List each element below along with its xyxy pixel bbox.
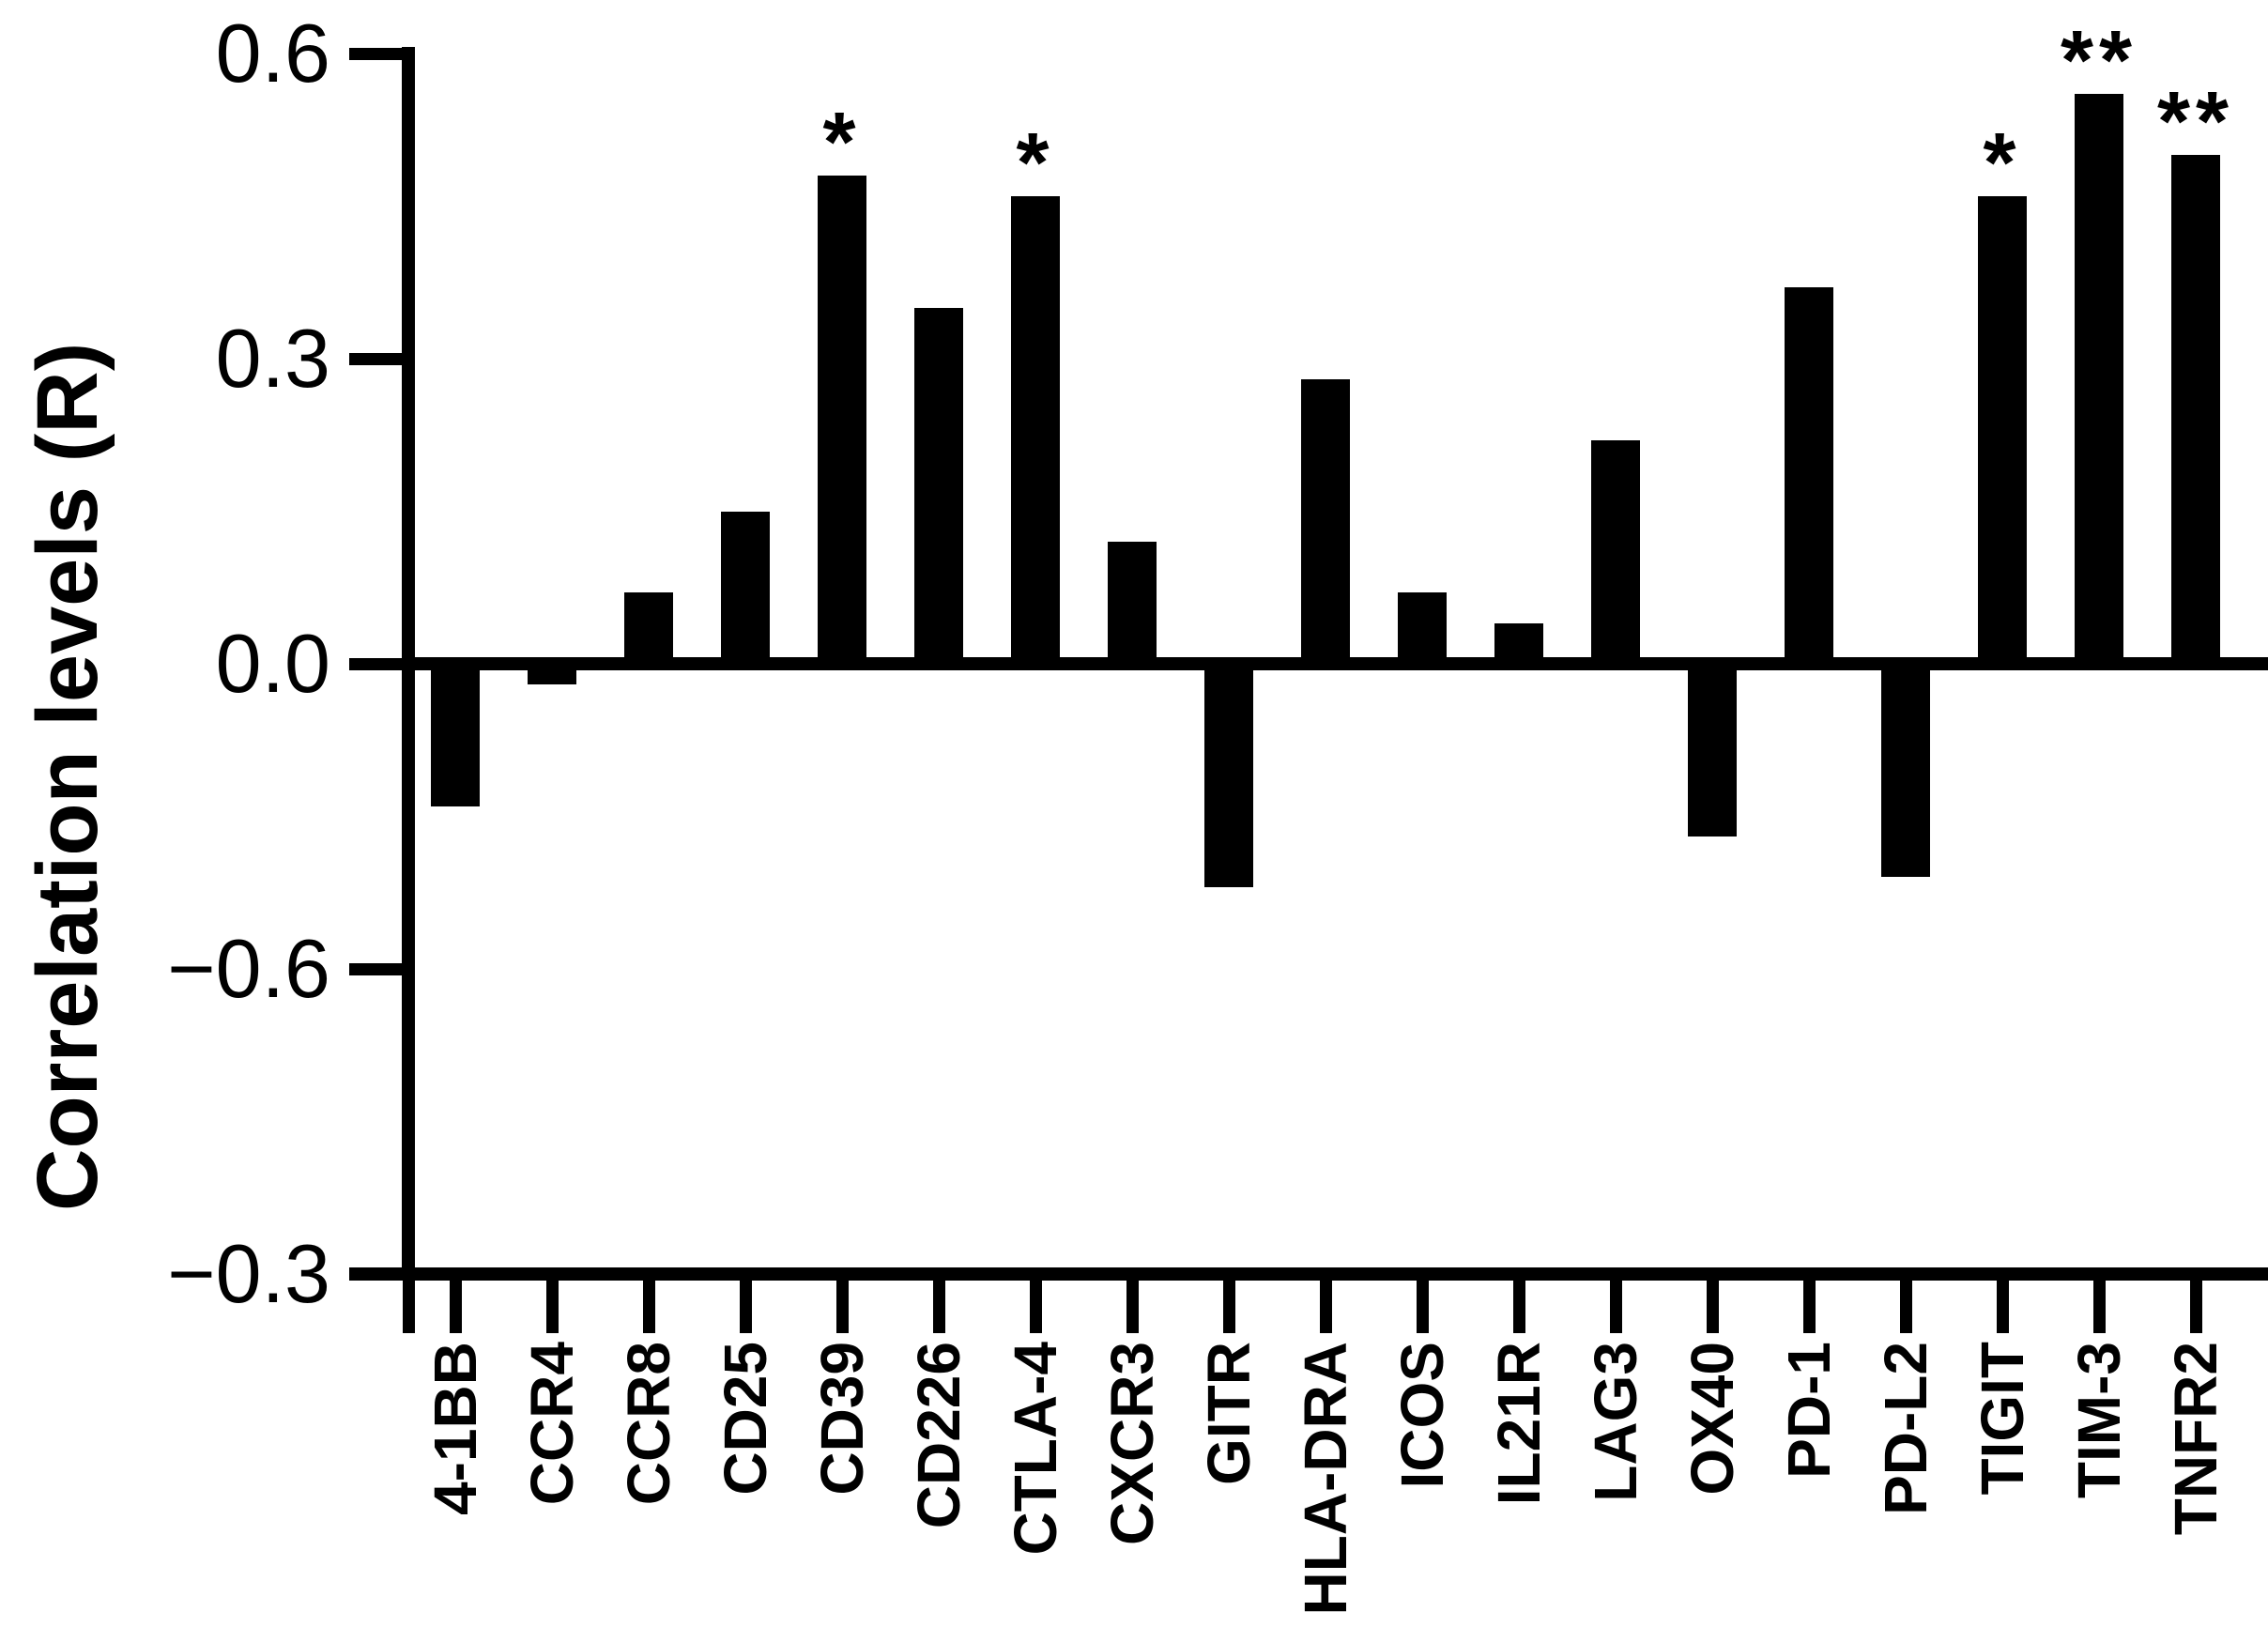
x-tick-mark xyxy=(933,1279,945,1333)
x-axis-label-TIGIT: TIGIT xyxy=(1969,1342,2036,1496)
x-tick-mark xyxy=(740,1279,752,1333)
y-tick-label: 0.0 xyxy=(215,617,330,710)
significance-star-TIM-3: ** xyxy=(2060,14,2138,109)
bar-PD-1 xyxy=(1785,287,1833,664)
y-tick-mark xyxy=(349,1268,404,1281)
bar-4-1BB xyxy=(431,664,480,806)
x-tick-mark xyxy=(2093,1279,2106,1333)
x-tick-mark xyxy=(1900,1279,1912,1333)
significance-star-CD39: * xyxy=(822,96,862,190)
bar-CD226 xyxy=(914,307,963,664)
x-tick-mark xyxy=(643,1279,655,1333)
bar-CCR4 xyxy=(528,664,576,684)
x-axis-label-CCR4: CCR4 xyxy=(518,1342,586,1506)
x-axis-label-CD39: CD39 xyxy=(808,1342,876,1496)
x-tick-mark xyxy=(546,1279,559,1333)
bar-PD-L2 xyxy=(1881,664,1930,878)
x-axis-label-HLA-DRA: HLA-DRA xyxy=(1292,1342,1359,1616)
x-axis-label-CCR8: CCR8 xyxy=(615,1342,682,1506)
x-tick-mark xyxy=(1997,1279,2009,1333)
bar-GITR xyxy=(1204,664,1253,888)
y-tick-label: −0.6 xyxy=(167,922,330,1015)
x-axis-label-CTLA-4: CTLA-4 xyxy=(1002,1342,1069,1556)
x-axis-label-OX40: OX40 xyxy=(1678,1342,1746,1496)
significance-star-TNFR2: ** xyxy=(2156,75,2235,170)
x-axis-label-CD226: CD226 xyxy=(905,1342,973,1529)
bar-TNFR2 xyxy=(2171,155,2220,664)
significance-star-CTLA-4: * xyxy=(1016,115,1055,210)
y-tick-label: 0.6 xyxy=(215,7,330,100)
y-tick-mark xyxy=(349,353,404,365)
x-tick-mark xyxy=(1803,1279,1816,1333)
x-tick-mark xyxy=(403,1279,415,1333)
bar-CXCR3 xyxy=(1108,542,1157,664)
x-axis-label-PD-1: PD-1 xyxy=(1775,1342,1843,1479)
bar-HLA-DRA xyxy=(1301,378,1350,664)
x-tick-mark xyxy=(1223,1279,1235,1333)
x-axis-label-CXCR3: CXCR3 xyxy=(1098,1342,1166,1545)
x-tick-mark xyxy=(1610,1279,1622,1333)
x-tick-mark xyxy=(1707,1279,1719,1333)
x-axis-label-CD25: CD25 xyxy=(712,1342,779,1496)
x-axis-label-TIM-3: TIM-3 xyxy=(2065,1342,2133,1499)
y-tick-mark xyxy=(349,48,404,60)
bar-CCR8 xyxy=(624,592,673,664)
x-tick-mark xyxy=(1513,1279,1525,1333)
bar-TIGIT xyxy=(1978,195,2027,664)
x-tick-mark xyxy=(450,1279,462,1333)
x-tick-mark xyxy=(836,1279,849,1333)
x-axis-label-IL21R: IL21R xyxy=(1485,1342,1553,1506)
bar-CD39 xyxy=(818,176,866,664)
significance-star-TIGIT: * xyxy=(1983,115,2022,210)
y-tick-mark xyxy=(349,658,404,670)
x-tick-mark xyxy=(1320,1279,1332,1333)
bar-LAG3 xyxy=(1591,439,1640,664)
y-tick-label: 0.3 xyxy=(215,312,330,405)
x-axis-label-4-1BB: 4-1BB xyxy=(421,1342,489,1515)
x-axis-label-ICOS: ICOS xyxy=(1388,1342,1456,1489)
x-tick-mark xyxy=(1417,1279,1429,1333)
x-tick-mark xyxy=(2190,1279,2202,1333)
bar-TIM-3 xyxy=(2075,94,2123,664)
y-tick-mark xyxy=(349,963,404,975)
x-axis-label-PD-L2: PD-L2 xyxy=(1872,1342,1939,1515)
x-axis-label-TNFR2: TNFR2 xyxy=(2162,1342,2230,1536)
x-tick-mark xyxy=(1030,1279,1042,1333)
bar-OX40 xyxy=(1688,664,1737,837)
x-axis-spine xyxy=(349,1267,2268,1281)
bar-IL21R xyxy=(1494,622,1543,664)
bar-ICOS xyxy=(1398,592,1447,664)
bar-CTLA-4 xyxy=(1011,195,1060,664)
x-tick-mark xyxy=(1126,1279,1139,1333)
x-axis-label-LAG3: LAG3 xyxy=(1582,1342,1649,1502)
bar-CD25 xyxy=(721,511,770,664)
x-axis-label-GITR: GITR xyxy=(1195,1342,1263,1485)
y-tick-label: −0.3 xyxy=(167,1227,330,1320)
